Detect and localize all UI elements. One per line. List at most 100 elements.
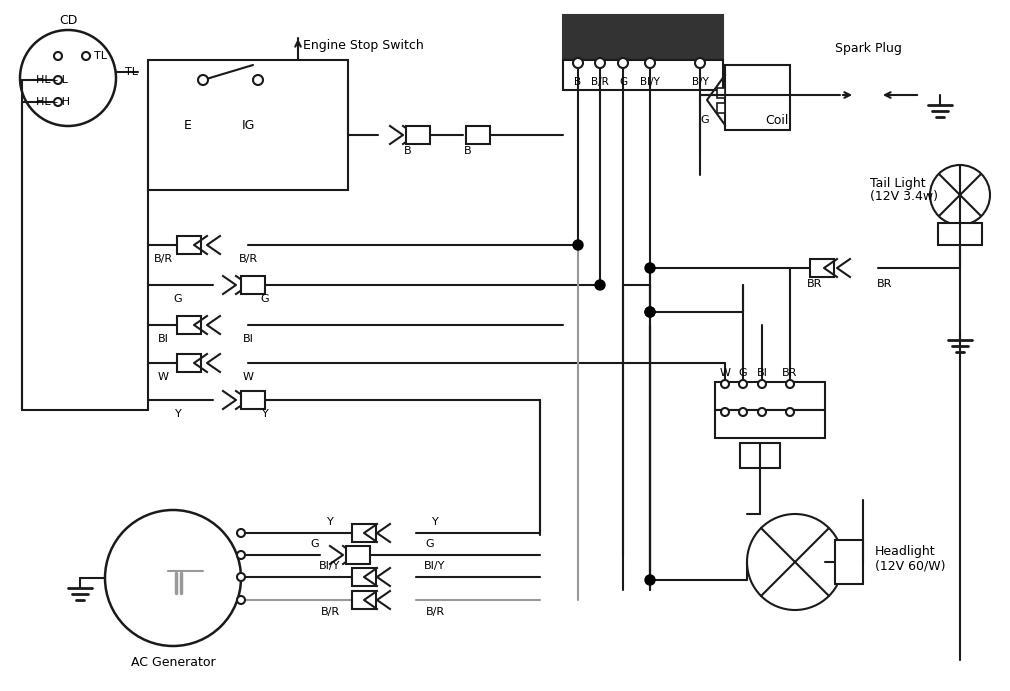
Bar xyxy=(406,126,430,144)
Text: Spark Plug: Spark Plug xyxy=(835,41,902,55)
Bar xyxy=(346,546,370,564)
Text: G: G xyxy=(738,368,747,378)
Bar xyxy=(725,65,790,130)
Text: (12V 60/W): (12V 60/W) xyxy=(875,560,945,573)
Bar xyxy=(563,60,723,90)
Text: TL: TL xyxy=(94,51,107,61)
Text: B/R: B/R xyxy=(591,77,609,87)
Circle shape xyxy=(54,76,62,84)
Text: G: G xyxy=(174,294,183,304)
Circle shape xyxy=(252,75,263,85)
Circle shape xyxy=(82,52,90,60)
Text: Engine Stop Switch: Engine Stop Switch xyxy=(303,39,424,52)
Text: G: G xyxy=(311,539,319,549)
Circle shape xyxy=(645,58,655,68)
Text: TL: TL xyxy=(125,67,138,77)
Circle shape xyxy=(237,551,245,559)
Text: BR: BR xyxy=(807,279,823,289)
Circle shape xyxy=(595,58,605,68)
Circle shape xyxy=(786,408,794,416)
Circle shape xyxy=(20,30,116,126)
Text: Headlight: Headlight xyxy=(875,545,935,558)
Text: BR: BR xyxy=(783,368,798,378)
Text: BI: BI xyxy=(756,368,768,378)
Text: G: G xyxy=(425,539,434,549)
Circle shape xyxy=(237,529,245,537)
Bar xyxy=(717,103,725,113)
Text: B: B xyxy=(465,146,472,156)
Text: Tail Light: Tail Light xyxy=(870,176,925,189)
Circle shape xyxy=(237,596,245,604)
Bar xyxy=(241,276,265,294)
Text: B: B xyxy=(575,77,582,87)
Circle shape xyxy=(54,52,62,60)
Bar xyxy=(938,223,982,245)
Text: B/R: B/R xyxy=(425,607,444,617)
Circle shape xyxy=(739,408,747,416)
Circle shape xyxy=(747,514,843,610)
Bar xyxy=(715,410,825,438)
Text: BI/Y: BI/Y xyxy=(424,561,445,571)
Circle shape xyxy=(237,573,245,581)
Circle shape xyxy=(645,263,655,273)
Text: BI/Y: BI/Y xyxy=(640,77,660,87)
Bar xyxy=(177,354,201,372)
Text: Y: Y xyxy=(431,517,438,527)
Text: (12V 3.4w): (12V 3.4w) xyxy=(870,189,938,202)
Text: G: G xyxy=(701,115,709,125)
Text: Y: Y xyxy=(262,409,269,419)
Text: G: G xyxy=(619,77,627,87)
Text: W: W xyxy=(158,372,169,382)
Bar xyxy=(717,88,725,98)
Text: E: E xyxy=(184,118,192,131)
Text: B/R: B/R xyxy=(238,254,258,264)
Text: Coil: Coil xyxy=(765,113,789,126)
Circle shape xyxy=(573,58,583,68)
Text: W: W xyxy=(719,368,730,378)
Circle shape xyxy=(645,575,655,585)
Bar xyxy=(352,591,376,609)
Text: BI/Y: BI/Y xyxy=(319,561,340,571)
Text: Y: Y xyxy=(326,517,333,527)
Text: B: B xyxy=(404,146,412,156)
Text: HL - L: HL - L xyxy=(36,75,68,85)
Circle shape xyxy=(721,380,729,388)
Bar xyxy=(352,568,376,586)
Circle shape xyxy=(786,380,794,388)
Text: B/R: B/R xyxy=(320,607,339,617)
Circle shape xyxy=(645,307,655,317)
Circle shape xyxy=(758,380,766,388)
Bar xyxy=(810,259,834,277)
Circle shape xyxy=(721,408,729,416)
Text: B/R: B/R xyxy=(154,254,173,264)
Bar xyxy=(148,60,348,190)
Bar xyxy=(241,391,265,409)
Circle shape xyxy=(930,165,990,225)
Circle shape xyxy=(695,58,705,68)
Text: B/Y: B/Y xyxy=(692,77,708,87)
Text: IG: IG xyxy=(241,118,255,131)
Circle shape xyxy=(105,510,241,646)
Bar xyxy=(177,316,201,334)
Bar xyxy=(740,443,780,468)
Text: BI: BI xyxy=(242,334,254,344)
Circle shape xyxy=(739,380,747,388)
Circle shape xyxy=(645,307,655,317)
Bar xyxy=(466,126,490,144)
Circle shape xyxy=(595,280,605,290)
Bar xyxy=(835,540,863,584)
Text: BI: BI xyxy=(158,334,169,344)
Text: AC Generator: AC Generator xyxy=(130,656,215,668)
Circle shape xyxy=(618,58,628,68)
Circle shape xyxy=(758,408,766,416)
Text: BR: BR xyxy=(878,279,893,289)
Bar xyxy=(177,236,201,254)
Text: CD: CD xyxy=(59,14,77,26)
Text: G: G xyxy=(261,294,270,304)
Text: Y: Y xyxy=(175,409,182,419)
Text: HL - H: HL - H xyxy=(36,97,70,107)
Bar xyxy=(352,524,376,542)
Bar xyxy=(563,15,723,60)
Circle shape xyxy=(573,240,583,250)
Circle shape xyxy=(54,98,62,106)
